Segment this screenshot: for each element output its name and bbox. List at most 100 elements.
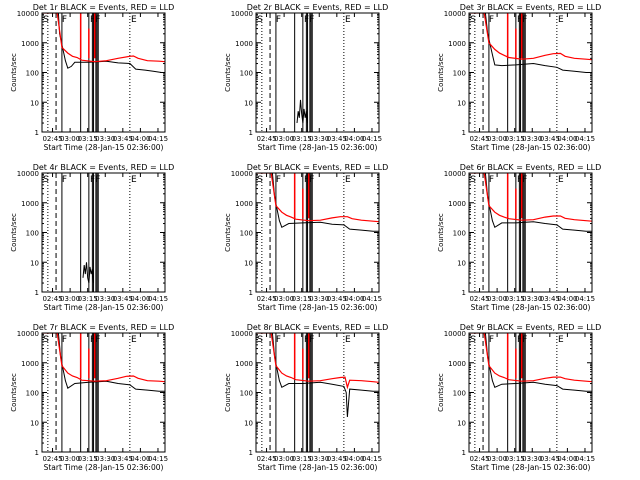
x-tick-label: 04:15 xyxy=(148,295,168,303)
y-tick-label: 10 xyxy=(30,259,39,267)
y-tick-label: 10000 xyxy=(231,330,253,338)
lld-series xyxy=(42,333,165,383)
events-series xyxy=(469,333,592,392)
flag-label: E xyxy=(345,15,351,25)
events-series xyxy=(469,173,592,232)
x-tick-label: 03:30 xyxy=(309,295,329,303)
y-tick-label: 1 xyxy=(249,449,253,457)
y-tick-label: 10000 xyxy=(231,10,253,18)
x-tick-label: 04:15 xyxy=(362,135,382,143)
panel-title: Det 7r BLACK = Events, RED = LLD xyxy=(33,323,175,332)
y-tick-label: 1 xyxy=(249,129,253,137)
flag-label: S xyxy=(43,15,49,25)
flag-label: F xyxy=(489,15,494,25)
x-tick-label: 03:00 xyxy=(60,295,80,303)
x-tick-label: 02:45 xyxy=(469,455,489,463)
x-tick-label: 04:00 xyxy=(344,455,364,463)
panel-title: Det 3r BLACK = Events, RED = LLD xyxy=(460,3,602,12)
x-tick-label: 03:15 xyxy=(78,135,98,143)
y-tick-label: 1000 xyxy=(448,200,466,208)
y-tick-label: 100 xyxy=(26,390,39,398)
x-tick-label: 02:45 xyxy=(256,135,276,143)
y-tick-label: 10000 xyxy=(444,330,466,338)
x-tick-label: 03:45 xyxy=(540,455,560,463)
x-tick-label: 04:00 xyxy=(130,135,150,143)
y-tick-label: 1 xyxy=(35,289,39,297)
x-tick-label: 03:15 xyxy=(505,135,525,143)
flag-label: S xyxy=(470,15,476,25)
x-tick-label: 02:45 xyxy=(469,135,489,143)
x-tick-label: 04:00 xyxy=(557,295,577,303)
panel-title: Det 5r BLACK = Events, RED = LLD xyxy=(247,163,389,172)
panel-title: Det 6r BLACK = Events, RED = LLD xyxy=(460,163,602,172)
lld-series xyxy=(469,333,592,383)
x-tick-label: 03:15 xyxy=(292,295,312,303)
flag-label: E xyxy=(131,175,137,185)
flag-label: E xyxy=(131,335,137,345)
x-tick-label: 03:45 xyxy=(540,295,560,303)
y-tick-label: 10000 xyxy=(17,10,39,18)
x-tick-label: 03:30 xyxy=(522,455,542,463)
y-axis-label: Counts/sec xyxy=(224,373,232,412)
x-tick-label: 03:00 xyxy=(60,135,80,143)
y-axis-label: Counts/sec xyxy=(224,53,232,92)
x-tick-label: 03:45 xyxy=(327,455,347,463)
lld-series xyxy=(42,13,165,63)
x-tick-label: 03:45 xyxy=(113,135,133,143)
events-series xyxy=(42,13,165,73)
flag-label: F xyxy=(489,335,494,345)
flag-label: F xyxy=(62,335,67,345)
events-series xyxy=(256,173,379,232)
y-tick-label: 1 xyxy=(35,449,39,457)
x-tick-label: 04:15 xyxy=(362,295,382,303)
y-tick-label: 100 xyxy=(453,230,466,238)
x-tick-label: 03:45 xyxy=(113,455,133,463)
x-tick-label: 03:00 xyxy=(274,135,294,143)
y-tick-label: 10 xyxy=(244,99,253,107)
x-tick-label: 04:15 xyxy=(148,135,168,143)
y-tick-label: 1000 xyxy=(21,360,39,368)
panel-title: Det 1r BLACK = Events, RED = LLD xyxy=(33,3,175,12)
x-tick-label: 03:30 xyxy=(95,135,115,143)
y-tick-label: 1 xyxy=(462,129,466,137)
x-tick-label: 03:30 xyxy=(309,135,329,143)
flag-label: FF xyxy=(90,175,100,185)
y-tick-label: 100 xyxy=(453,390,466,398)
x-tick-label: 03:15 xyxy=(505,455,525,463)
y-tick-label: 1 xyxy=(249,289,253,297)
lld-series xyxy=(256,333,379,390)
x-tick-label: 04:00 xyxy=(344,295,364,303)
flag-label: S xyxy=(43,335,49,345)
y-tick-label: 10 xyxy=(457,419,466,427)
x-tick-label: 02:45 xyxy=(469,295,489,303)
x-tick-label: 03:45 xyxy=(540,135,560,143)
x-tick-label: 04:15 xyxy=(575,295,595,303)
y-tick-label: 10000 xyxy=(444,170,466,178)
x-tick-label: 03:15 xyxy=(292,455,312,463)
y-tick-label: 1000 xyxy=(235,360,253,368)
x-tick-label: 03:30 xyxy=(309,455,329,463)
x-tick-label: 02:45 xyxy=(42,455,62,463)
x-axis-label: Start Time (28-Jan-15 02:36:00) xyxy=(258,303,378,312)
x-tick-label: 04:15 xyxy=(575,135,595,143)
y-tick-label: 10000 xyxy=(231,170,253,178)
events-series xyxy=(42,333,165,392)
y-tick-label: 100 xyxy=(240,390,253,398)
x-tick-label: 03:00 xyxy=(274,295,294,303)
x-tick-label: 03:00 xyxy=(487,135,507,143)
flag-label: S xyxy=(257,175,263,185)
flag-label: F xyxy=(276,335,281,345)
lld-series xyxy=(256,173,379,223)
x-axis-label: Start Time (28-Jan-15 02:36:00) xyxy=(471,303,591,312)
y-tick-label: 1 xyxy=(462,289,466,297)
